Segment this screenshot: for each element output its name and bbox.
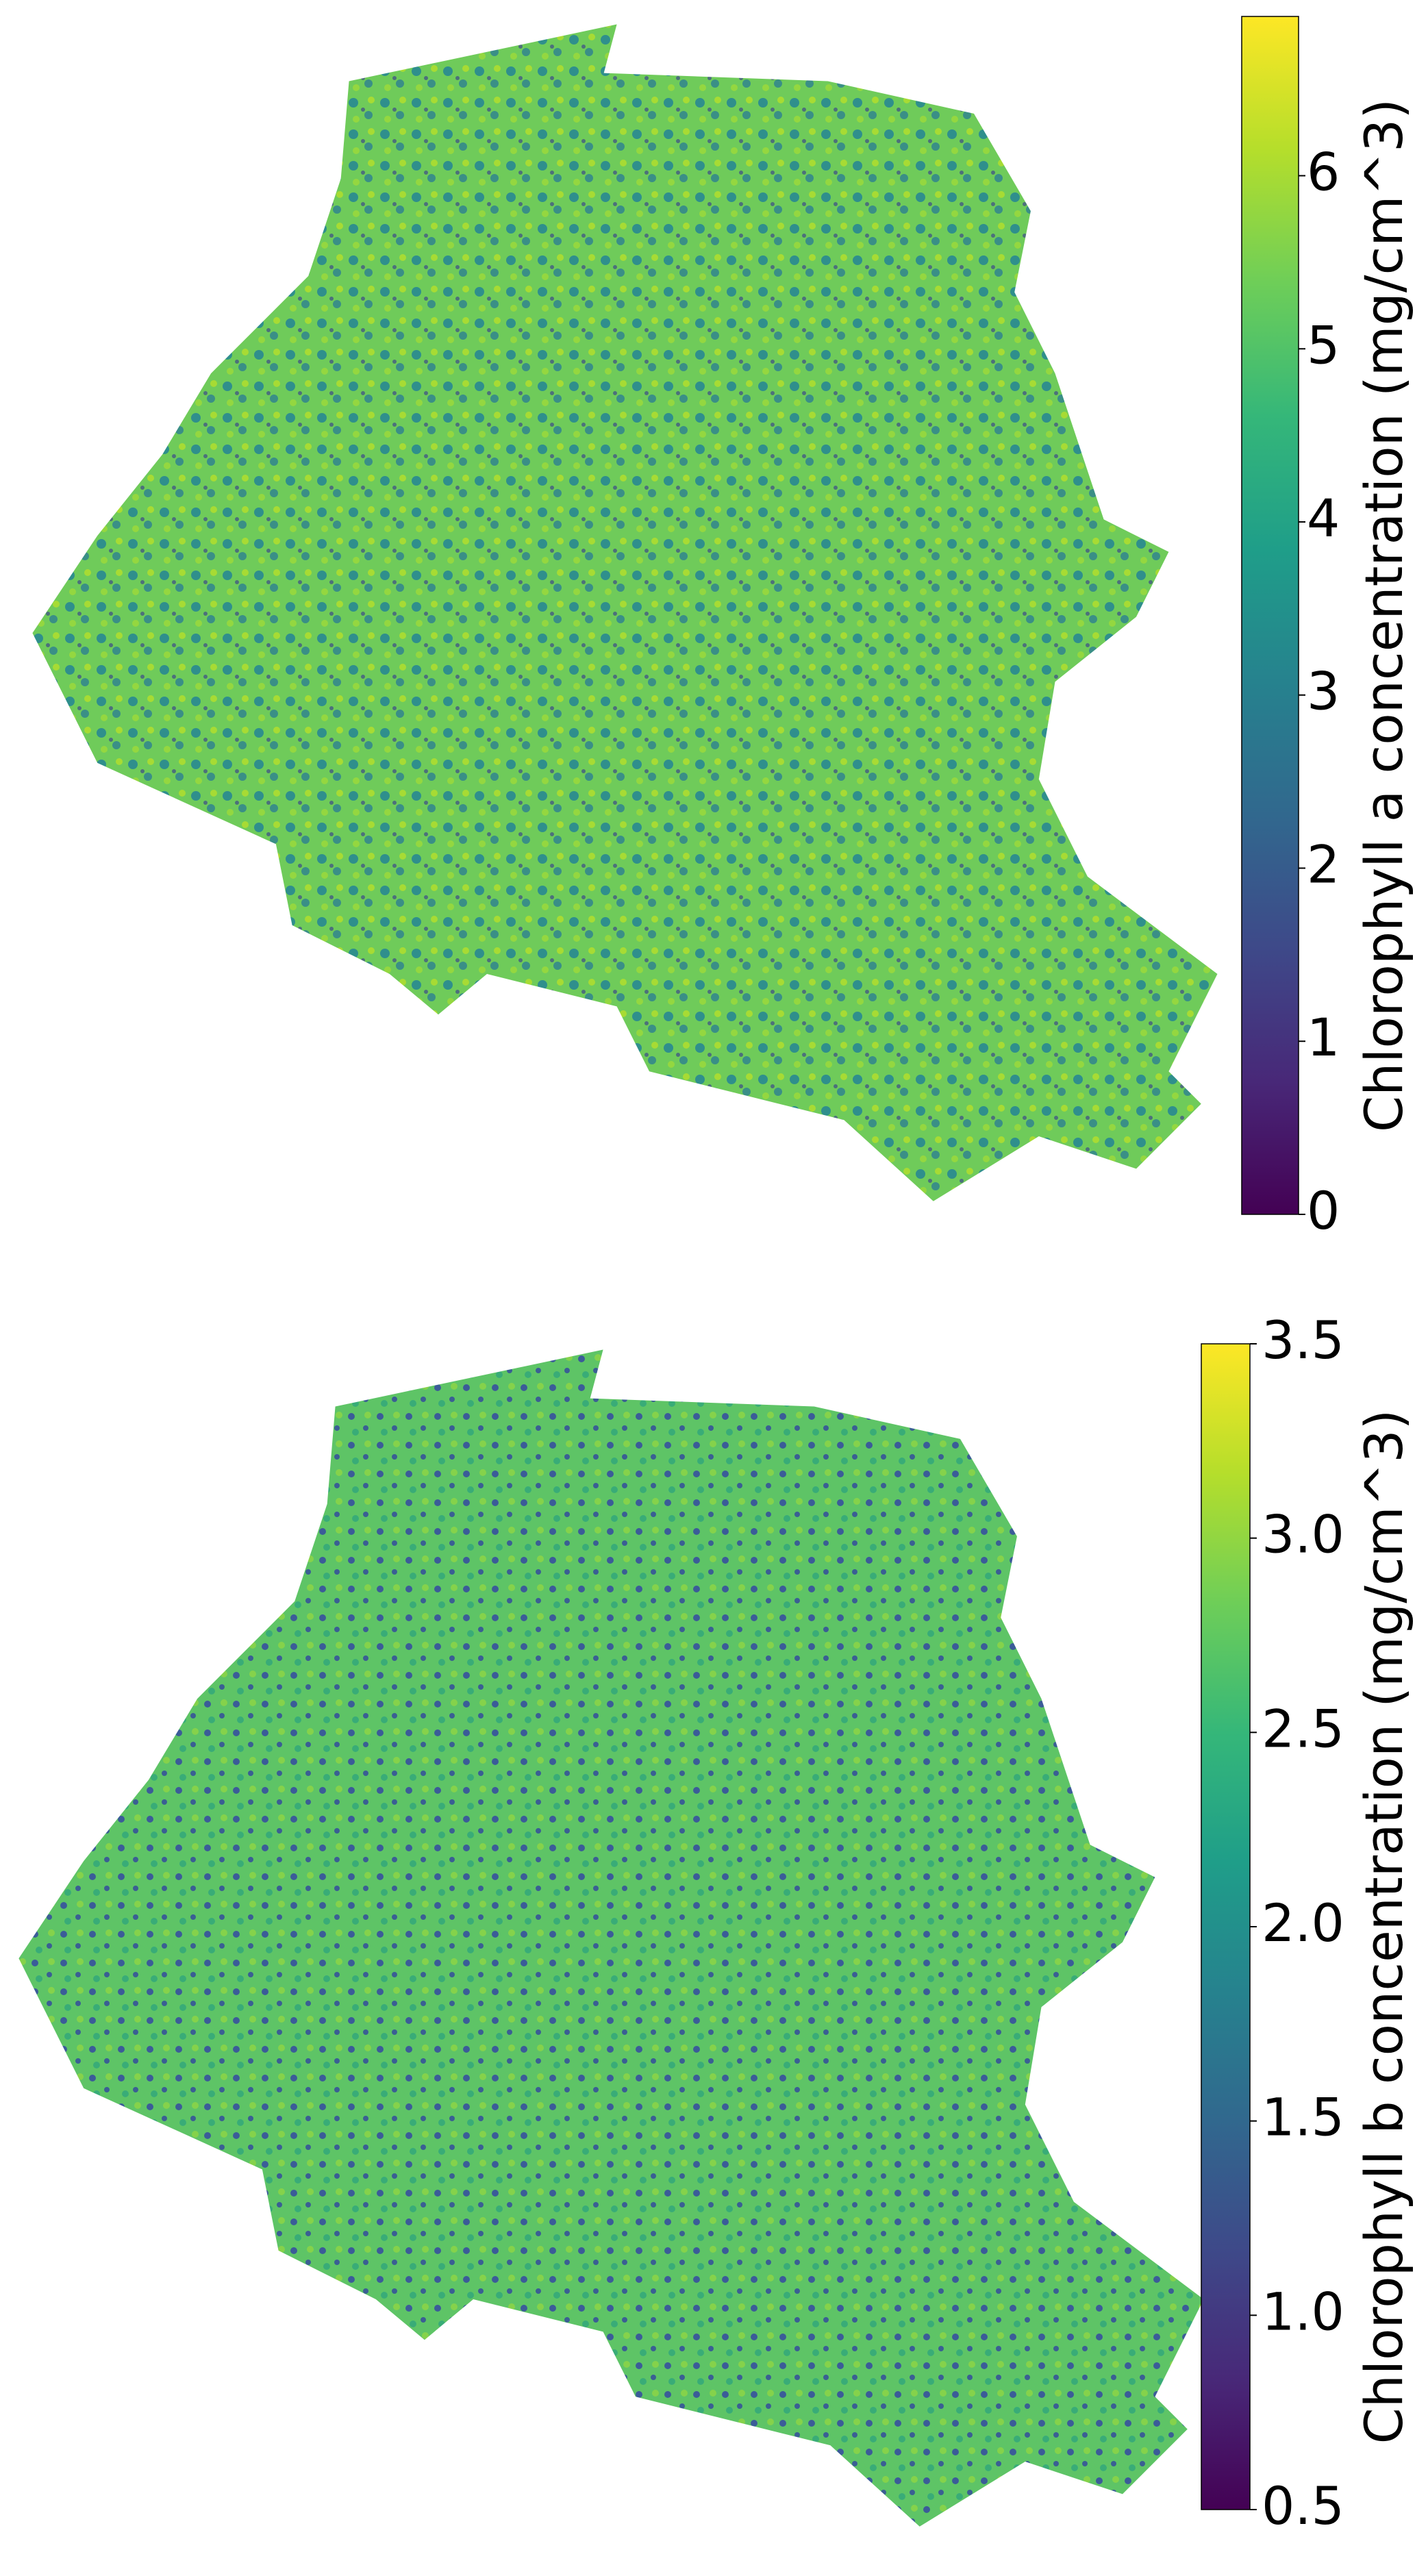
colorbar-tick-label: 5 (1307, 314, 1340, 375)
colorbar-tick-label: 2 (1307, 834, 1340, 895)
map (18, 1349, 1204, 2527)
colorbar-tick-label: 1.5 (1262, 2087, 1344, 2148)
colorbar-tick-label: 2.0 (1262, 1892, 1344, 1953)
colorbar-tick-label: 4 (1307, 488, 1340, 549)
colorbar-tick-label: 3 (1307, 661, 1340, 722)
colorbar-tick-label: 0 (1307, 1180, 1340, 1241)
colorbar-label: Chlorophyll a concentration (mg/cm^3) (1353, 99, 1414, 1132)
colorbar-tick-label: 0.5 (1262, 2475, 1344, 2536)
colorbar-tick-label: 6 (1307, 142, 1340, 203)
colorbar-tick-label: 1 (1307, 1007, 1340, 1068)
colorbar (1201, 1343, 1251, 2510)
colorbar-tick-label: 1.0 (1262, 2281, 1344, 2342)
map (32, 24, 1218, 1201)
colorbar-tick-label: 2.5 (1262, 1698, 1344, 1759)
colorbar (1241, 16, 1299, 1215)
panel: 0 1 2 3 4 5 6 Chlorophyll a concentration (mg/c… (32, 16, 1414, 1241)
colorbar-tick-label: 3.5 (1262, 1310, 1344, 1371)
colorbar-tick-label: 3.0 (1262, 1504, 1344, 1565)
colorbar-label: Chlorophyll b concentration (mg/cm^3) (1353, 1410, 1414, 2444)
